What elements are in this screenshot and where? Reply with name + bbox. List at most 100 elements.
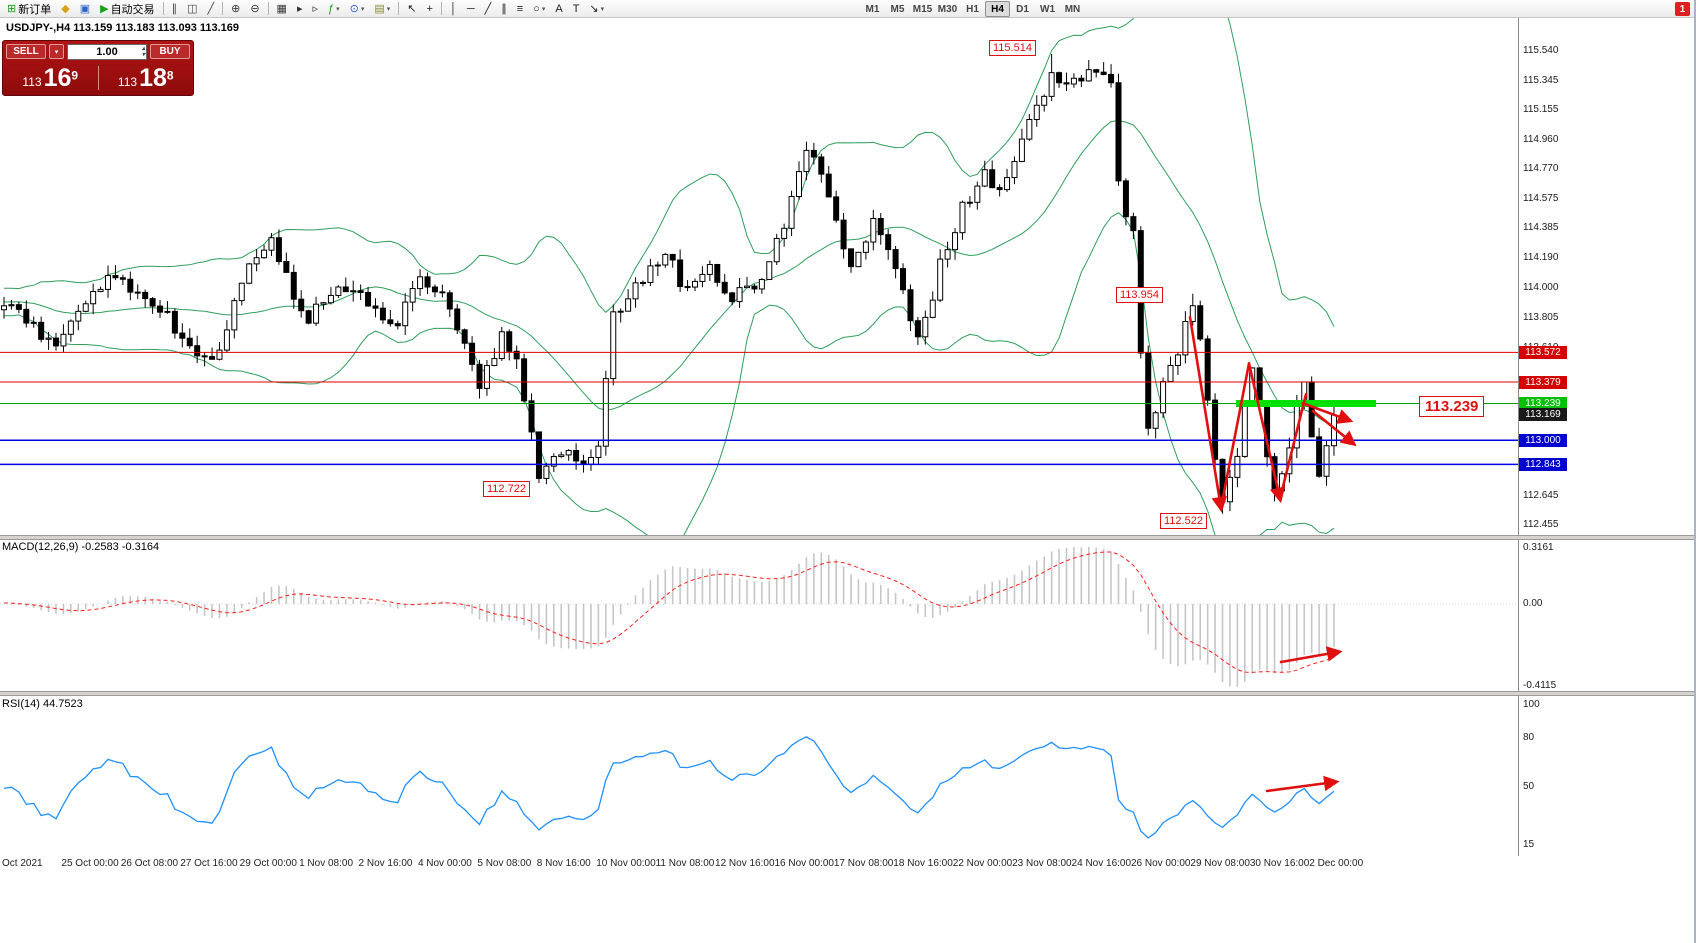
volume-value: 1.00 [96, 45, 118, 58]
panel-separator[interactable] [0, 691, 1696, 696]
zoom-in-button[interactable]: ⊕ [227, 1, 244, 17]
toolbar-separator [440, 2, 442, 15]
trendline-button[interactable]: ╱ [481, 1, 496, 17]
sell-price-point: 9 [71, 68, 79, 83]
timeframe-button-h4[interactable]: H4 [985, 1, 1010, 17]
timeframe-button-m1[interactable]: M1 [865, 3, 880, 15]
horizontal-line-button[interactable]: ─ [463, 1, 479, 17]
clock-icon: ⊙ [349, 2, 359, 15]
macd-signal-line [3, 551, 1335, 673]
zoom-out-icon: ⊖ [250, 2, 260, 15]
toolbar: ⊞ 新订单 ◆ ▣ ▶ 自动交易 ∥ ◫ ╱ ⊕ ⊖ ▦ ▸ ▹ ƒ ▾ ⊙ ▾ ▤ ▾ ↖ + │ ─ ╱ ∥ ≡ ○ ▾ A T ↘ ▾ M… [0, 0, 1696, 18]
rsi-panel-canvas[interactable] [0, 696, 1696, 856]
tile-windows-button[interactable]: ▦ [273, 1, 291, 17]
time-axis-label: 4 Nov 00:00 [417, 858, 472, 869]
trend-arrows[interactable] [1188, 316, 1357, 513]
sell-price-pips: 16 [43, 63, 72, 92]
channel-button[interactable]: ∥ [497, 1, 511, 17]
arrow-tool-icon: ↘ [589, 2, 599, 15]
auto-trading-button[interactable]: ▶ 自动交易 [96, 1, 158, 17]
text-label-button[interactable]: T [569, 1, 584, 17]
time-axis-label: 29 Nov 08:00 [1190, 858, 1250, 869]
bar-chart-button[interactable]: ∥ [168, 1, 182, 17]
price-divider [97, 66, 99, 90]
notification-badge[interactable]: 1 [1675, 2, 1690, 16]
panel-separator[interactable] [0, 535, 1696, 540]
rsi-label: RSI(14) 44.7523 [2, 698, 83, 710]
timeframe-button-m30[interactable]: M30 [937, 3, 958, 15]
new-order-button-label: 新订单 [18, 3, 52, 16]
macd-panel-canvas[interactable] [0, 540, 1696, 691]
timeframe-button-d1[interactable]: D1 [1016, 3, 1029, 15]
annotation-arrow[interactable] [1279, 646, 1343, 664]
fibonacci-button[interactable]: ≡ [513, 1, 527, 17]
main-chart-canvas[interactable] [0, 18, 1696, 535]
play-icon: ▶ [100, 2, 109, 15]
annotation-arrow[interactable] [1301, 402, 1354, 424]
experts-icon: ◆ [61, 2, 70, 15]
timeframe-button-mn[interactable]: MN [1064, 3, 1081, 15]
spin-up-icon[interactable]: ▴ [141, 45, 145, 52]
buy-price[interactable]: 113188 [99, 64, 194, 93]
volume-spinner[interactable]: ▴ ▾ [142, 46, 145, 58]
annotation-arrow[interactable] [1219, 362, 1251, 510]
time-axis-label: 26 Nov 00:00 [1130, 858, 1191, 869]
sell-price[interactable]: 113169 [3, 64, 98, 93]
chart-shift-button[interactable]: ▹ [308, 1, 322, 17]
volume-input[interactable]: 1.00 ▴ ▾ [67, 43, 147, 60]
timeframe-button-m5[interactable]: M5 [890, 3, 905, 15]
sell-button[interactable]: SELL [6, 44, 46, 59]
toolbar-separator [398, 2, 400, 15]
time-axis-label: 18 Nov 16:00 [893, 858, 953, 869]
new-order-button[interactable]: ⊞ 新订单 [3, 1, 55, 17]
macd-label: MACD(12,26,9) -0.2583 -0.3164 [2, 541, 160, 553]
line-chart-button[interactable]: ╱ [203, 1, 218, 17]
timeframe-button-h1[interactable]: H1 [966, 3, 979, 15]
text-icon: A [555, 2, 563, 15]
buy-price-pips: 18 [139, 63, 167, 92]
candlestick-icon: ◫ [187, 2, 198, 15]
indicators-button[interactable]: ƒ ▾ [324, 1, 344, 17]
buy-button[interactable]: BUY [150, 44, 190, 59]
cursor-button[interactable]: ↖ [403, 1, 420, 17]
trade-panel-prices: 113169 113188 [3, 62, 193, 94]
vertical-line-button[interactable]: │ [446, 1, 461, 17]
timeframe-button-m15[interactable]: M15 [912, 3, 933, 15]
crosshair-button[interactable]: + [423, 1, 437, 17]
annotation-arrow[interactable] [1188, 316, 1227, 513]
text-button[interactable]: A [551, 1, 566, 17]
fibonacci-icon: ≡ [516, 2, 524, 15]
arrows-button[interactable]: ↘ ▾ [585, 1, 608, 17]
annotation-arrow[interactable] [1311, 409, 1357, 447]
auto-scroll-button[interactable]: ▸ [293, 1, 307, 17]
zoom-out-button[interactable]: ⊖ [246, 1, 263, 17]
time-axis-label: 23 Nov 08:00 [1012, 858, 1072, 869]
shapes-button[interactable]: ○ ▾ [529, 1, 549, 17]
toolbar-separator [267, 2, 269, 15]
order-type-dropdown[interactable]: ▾ [49, 44, 64, 59]
time-axis-label: 16 Nov 00:00 [774, 858, 834, 869]
time-axis-label: 22 Nov 00:00 [952, 858, 1013, 869]
dropdown-arrow-icon: ▾ [360, 5, 365, 13]
dropdown-arrow-icon: ▾ [541, 5, 546, 13]
periods-button[interactable]: ⊙ ▾ [346, 1, 369, 17]
time-axis-label: 29 Oct 00:00 [239, 858, 297, 869]
candlestick-chart-button[interactable]: ◫ [183, 1, 201, 17]
toolbar-separator [162, 2, 164, 15]
alerts-button[interactable]: ▣ [76, 1, 94, 17]
annotation-arrow[interactable] [1247, 362, 1286, 504]
bollinger-bands [3, 18, 1335, 535]
spin-down-icon[interactable]: ▾ [141, 51, 145, 58]
auto-scroll-icon: ▸ [296, 2, 303, 15]
annotation-arrow[interactable] [1265, 775, 1340, 793]
experts-button[interactable]: ◆ [57, 1, 73, 17]
trendline-icon: ╱ [484, 2, 492, 15]
templates-button[interactable]: ▤ ▾ [370, 1, 394, 17]
annotation-arrow[interactable] [1278, 392, 1308, 500]
timeframe-button-w1[interactable]: W1 [1040, 3, 1055, 15]
dropdown-arrow-icon: ▾ [600, 5, 605, 13]
time-axis-label: 2 Dec 00:00 [1309, 858, 1364, 869]
window-right-edge [1694, 0, 1696, 943]
time-axis-label: 10 Nov 00:00 [596, 858, 656, 869]
time-axis[interactable]: Oct 2021 25 Oct 00:00 26 Oct 08:00 27 Oct 1… [0, 856, 1696, 872]
